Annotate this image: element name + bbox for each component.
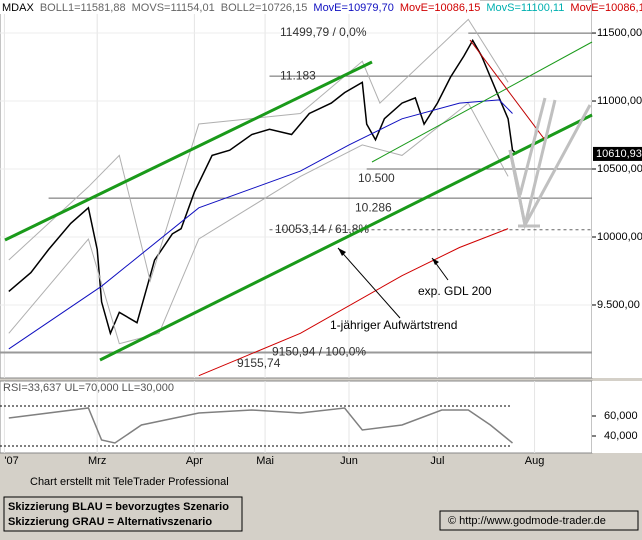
- scenario-box: [3, 496, 243, 532]
- y-tick-label: 9.500,00: [597, 299, 640, 311]
- annotation: exp. GDL 200: [418, 284, 492, 298]
- y-tick-label: 40,000: [604, 430, 638, 442]
- rsi-area: [0, 380, 593, 454]
- legend-entry: MovE=10086,15: [570, 2, 642, 14]
- inner-channel: [371, 41, 593, 163]
- price-tag-label: 10610,93: [596, 148, 642, 160]
- y-tick-label: 11500,00: [597, 27, 642, 39]
- y-tick-label: 60,000: [604, 410, 638, 422]
- rsi-title: RSI=33,637 UL=70,000 LL=30,000: [3, 382, 174, 394]
- y-tick-label: 10500,00: [597, 163, 642, 175]
- level-label: 10.286: [355, 200, 392, 214]
- y-tick-label: 11000,00: [597, 95, 642, 107]
- legend-entry: MDAX: [2, 2, 34, 14]
- header-bg: [0, 0, 480, 14]
- arrowhead: [432, 258, 439, 265]
- source: © http://www.godmode-trader.de: [448, 515, 606, 527]
- legend-entry: MOVS=11154,01: [132, 2, 215, 14]
- x-tick-label: '07: [4, 455, 18, 467]
- series-line: [198, 228, 509, 377]
- credit: Chart erstellt mit TeleTrader Profession…: [30, 476, 229, 488]
- x-tick-label: Mai: [256, 455, 274, 467]
- arrowhead: [338, 248, 346, 256]
- level-label: 10.500: [358, 171, 395, 185]
- scenario-text: Skizzierung BLAU = bevorzugtes Szenario: [8, 501, 229, 513]
- trend-pointer: [337, 247, 401, 319]
- annotation: 1-jähriger Aufwärtstrend: [330, 318, 457, 332]
- series-line: [8, 407, 513, 444]
- plot-area: [0, 0, 593, 379]
- rsi-axis-area: [592, 381, 642, 453]
- x-tick-label: Mrz: [88, 455, 106, 467]
- level-label: 11.183: [280, 68, 316, 82]
- header: MDAX BOLL1=11581,88 MOVS=11154,01 BOLL2=…: [2, 2, 642, 14]
- legend-entry: MovE=10979,70: [313, 2, 393, 14]
- legend-entry: MovS=11100,11: [486, 2, 564, 14]
- scenario-text: Skizzierung GRAU = Alternativszenario: [8, 516, 212, 528]
- series-line: [8, 38, 518, 336]
- legend-entry: BOLL1=11581,88: [40, 2, 126, 14]
- level-label: 11499,79 / 0,0%: [280, 25, 367, 39]
- legend-entry: MovE=10086,15: [400, 2, 480, 14]
- source-box: [439, 510, 639, 531]
- series-line: [8, 18, 509, 283]
- x-tick-label: Apr: [186, 455, 203, 467]
- y-tick-label: 10000,00: [597, 231, 642, 243]
- level-label: 9150,94 / 100,0%: [272, 345, 366, 359]
- plot: '07 Mrz Apr Mai Jun Jul Aug 11500,00 11000,00 105…: [0, 0, 642, 467]
- axis-area: [592, 0, 642, 378]
- x-tick-label: Aug: [525, 455, 545, 467]
- x-tick-label: Jul: [430, 455, 444, 467]
- scenario-arrows: [508, 97, 592, 230]
- level-label: 10053,14 / 61,8%: [275, 222, 369, 236]
- x-tick-label: Jun: [340, 455, 358, 467]
- upper-channel: [4, 60, 373, 242]
- low-label: 9155,74: [237, 356, 281, 370]
- red-trendline: [469, 39, 546, 141]
- price-tag: [593, 146, 642, 161]
- legend-entry: BOLL2=10726,15: [221, 2, 308, 14]
- series-line: [8, 102, 509, 345]
- series-line: [8, 99, 513, 350]
